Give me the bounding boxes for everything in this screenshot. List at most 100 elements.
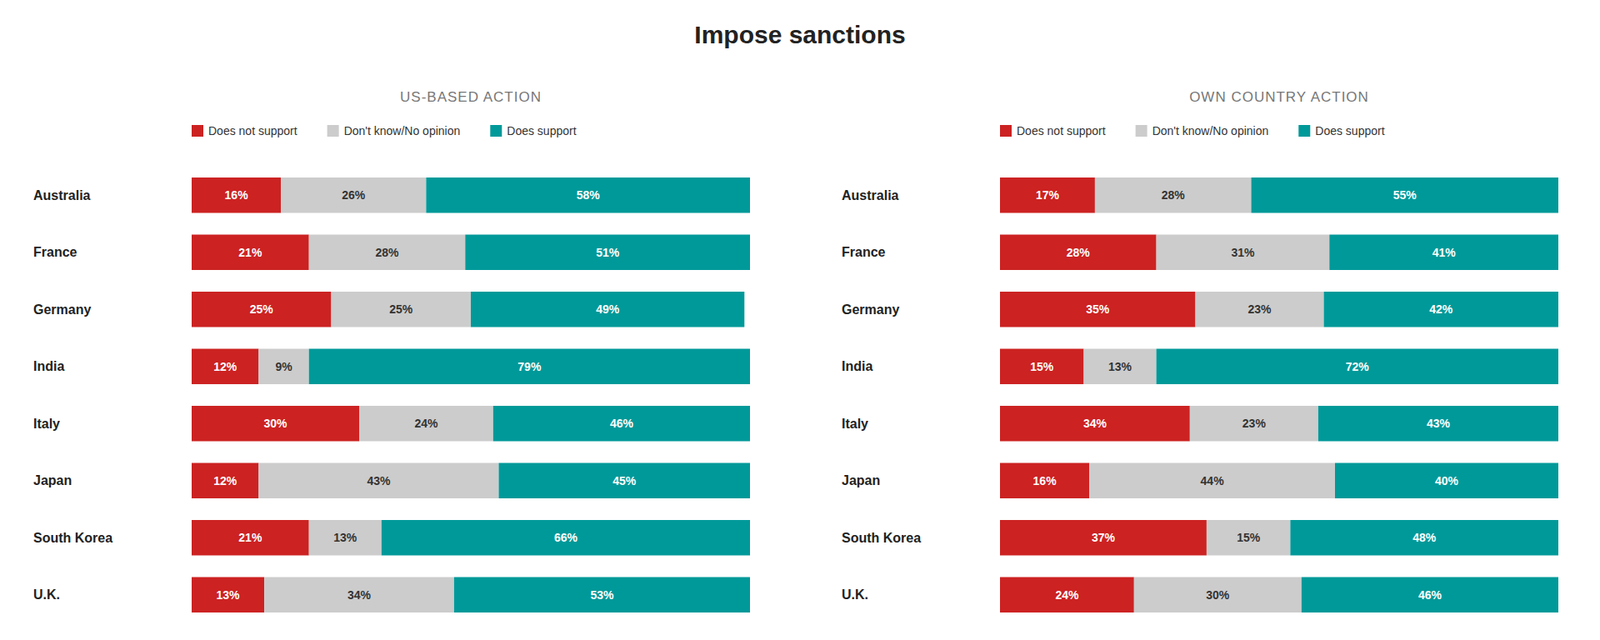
data-label: 16%	[225, 188, 250, 202]
bar-segment	[258, 349, 309, 385]
bar-segment	[381, 520, 750, 555]
bar-segment	[1195, 291, 1325, 327]
data-label: 30%	[263, 416, 288, 430]
data-label: 28%	[1066, 245, 1091, 260]
data-label: 48%	[1412, 530, 1437, 545]
category-label: U.K.	[841, 587, 869, 602]
bar-segment	[1301, 577, 1559, 613]
legend-swatch	[1135, 125, 1148, 137]
category-label: South Korea	[33, 530, 113, 545]
legend: Does not supportDon't know/No opinionDoe…	[191, 124, 577, 138]
bar-segment	[1000, 405, 1190, 441]
bar-segment	[1329, 235, 1559, 270]
bar-segment	[191, 520, 310, 555]
bar-segment	[1335, 463, 1559, 499]
legend: Does not support Don't know/No opinion Doe…	[1000, 124, 1385, 138]
category-label: Germany	[33, 302, 91, 317]
legend-swatch	[1298, 125, 1310, 137]
labels: AustraliaFranceGermanyIndiaItalyJapanSou…	[33, 188, 637, 603]
data-label: 49%	[595, 302, 620, 316]
category-label: Japan	[841, 473, 880, 488]
data-label: 43%	[1426, 416, 1451, 430]
bar-segment	[1206, 520, 1291, 555]
bar-segment	[1318, 405, 1559, 441]
data-label: 21%	[238, 245, 263, 260]
bar-segment	[499, 463, 751, 499]
bar-segment	[309, 520, 382, 555]
category-label: India	[33, 359, 65, 374]
data-label: 12%	[213, 360, 238, 374]
data-label: 21%	[238, 530, 263, 545]
bar-segment	[191, 349, 259, 385]
data-label: 13%	[333, 530, 358, 545]
legend-entry: Don't know/No opinion	[344, 124, 461, 138]
category-label: Italy	[33, 416, 60, 431]
bar-segment	[493, 405, 750, 441]
bar-segment	[191, 177, 281, 213]
bar-segment	[191, 405, 360, 441]
data-label: 13%	[1108, 360, 1133, 374]
data-label: 79%	[517, 360, 542, 374]
bar-segment	[465, 235, 750, 270]
data-label: 28%	[375, 245, 400, 260]
category-label: France	[841, 245, 886, 260]
bar-segment	[280, 177, 426, 213]
category-label: South Korea	[841, 530, 921, 545]
category-label: U.K.	[33, 587, 60, 602]
data-label: 15%	[1030, 360, 1055, 374]
bar-segment	[1084, 349, 1157, 385]
panel: OWN COUNTRY ACTION Does not support Don't …	[841, 89, 1559, 613]
bar-segment	[331, 291, 472, 327]
data-label: 58%	[576, 188, 601, 202]
panel: US-BASED ACTIONDoes not supportDon't kno…	[33, 89, 750, 613]
legend-entry: Does not support	[1016, 124, 1106, 138]
labels: AustraliaFranceGermanyIndiaItalyJapanSou…	[841, 188, 1460, 603]
data-label: 53%	[590, 588, 615, 602]
data-label: 45%	[612, 474, 637, 488]
bar-segment	[191, 463, 259, 499]
data-label: 40%	[1435, 474, 1460, 488]
chart-title: OWN COUNTRY ACTION	[1189, 89, 1370, 105]
legend-swatch	[191, 125, 204, 137]
bar-segment	[1000, 235, 1157, 270]
category-label: India	[841, 359, 873, 374]
bar-segment	[470, 291, 745, 327]
data-label: 23%	[1248, 302, 1273, 316]
bar-segment	[1089, 463, 1335, 499]
bar-segment	[1000, 177, 1095, 213]
chart-root: Impose sanctionsUS-BASED ACTIONDoes not …	[0, 0, 1600, 640]
category-label: Australia	[841, 188, 900, 203]
legend-entry: Does support	[506, 124, 576, 138]
data-label: 44%	[1200, 474, 1225, 488]
category-label: Germany	[841, 302, 900, 317]
data-label: 37%	[1091, 530, 1116, 545]
data-label: 24%	[1055, 588, 1080, 602]
bar-segment	[1290, 520, 1559, 555]
data-label: 31%	[1230, 245, 1255, 260]
bar-segment	[264, 577, 455, 613]
data-label: 24%	[414, 416, 439, 430]
data-label: 46%	[1418, 588, 1443, 602]
bar-segment	[454, 577, 750, 613]
bar-segment	[191, 235, 310, 270]
data-label: 25%	[389, 302, 414, 316]
data-label: 41%	[1432, 245, 1457, 260]
bar-segment	[309, 349, 750, 385]
legend-entry: Does support	[1315, 124, 1385, 138]
bar-segment	[1134, 577, 1302, 613]
legend-entry: Don't know/No opinion	[1152, 124, 1270, 138]
data-label: 34%	[1083, 416, 1108, 430]
bar-segment	[1190, 405, 1319, 441]
data-label: 66%	[554, 530, 579, 545]
data-label: 46%	[610, 416, 635, 430]
bar-segment	[191, 577, 265, 613]
data-label: 28%	[1161, 188, 1186, 202]
data-label: 51%	[595, 245, 620, 260]
bar-segment	[1095, 177, 1252, 213]
bar-segment	[258, 463, 499, 499]
data-label: 35%	[1085, 302, 1110, 316]
data-label: 34%	[347, 588, 372, 602]
bar-segment	[1000, 349, 1085, 385]
marks	[191, 177, 750, 613]
category-label: Japan	[33, 473, 72, 488]
